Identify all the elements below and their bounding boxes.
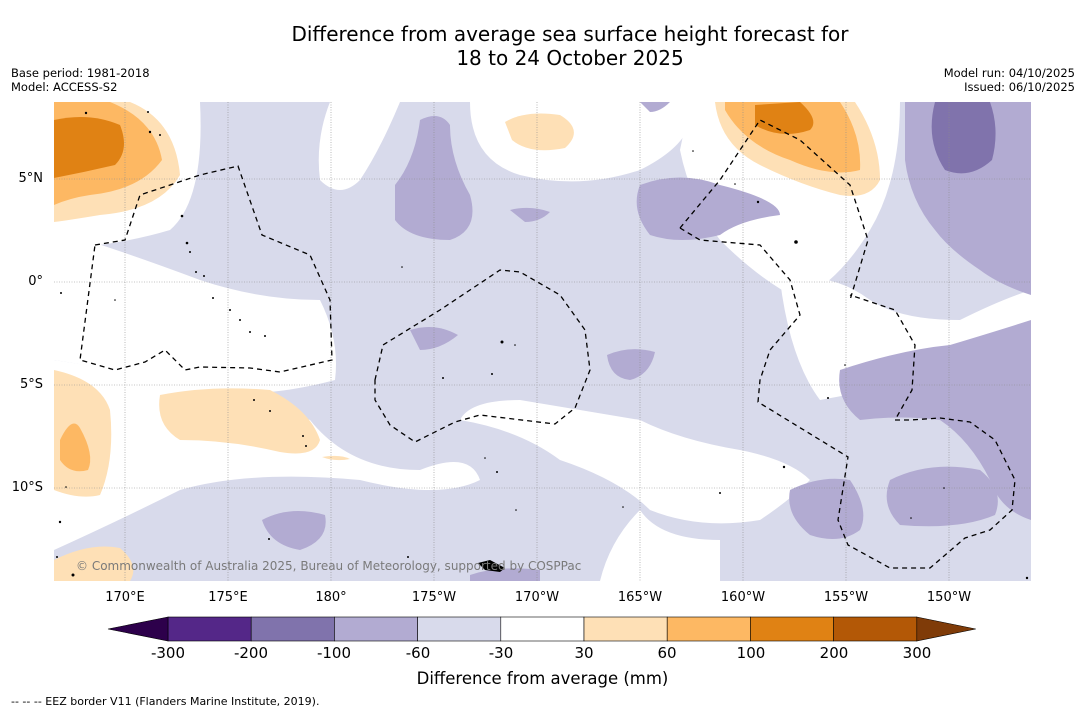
pos-light-patch-sw [54,546,134,581]
colorbar-tick: 300 [902,644,932,662]
islands [56,111,1029,580]
colorbar-tick: 30 [574,644,594,662]
neutral-region-west [54,230,336,394]
colorbar-segment [250,616,335,642]
eez-footnote: -- -- -- EEZ border V11 (Flanders Marine… [11,695,320,708]
neg-mid-patch-top [640,102,670,112]
eez-borders [79,119,1016,569]
lon-label-160w: 160°W [720,590,766,605]
base-period: Base period: 1981-2018 [11,66,150,80]
pos-light-patch-north [505,113,574,151]
neg-mid-patch-central [636,177,780,240]
lon-label-175e: 175°E [208,590,248,605]
colorbar-segment [500,616,585,642]
neg-mid-patch-south [470,568,540,581]
colorbar-tick: 60 [657,644,677,662]
map-field [54,102,1031,581]
lon-label-165w: 165°W [617,590,663,605]
neg-mid-patch-small [510,207,550,222]
lat-label-5s: 5°S [19,377,43,392]
colorbar-under-arrow [107,616,169,642]
colorbar-segment [833,616,918,642]
map-title: Difference from average sea surface heig… [0,22,1085,70]
pos-light-patch-fiji [159,388,320,454]
neg-mid-patch-se2 [789,478,864,539]
neg-mid-patch-se [886,466,998,527]
pos-dark-patch-ne [755,102,814,134]
colorbar-segment [417,616,502,642]
lon-label-150w: 150°W [926,590,972,605]
neg-dark-patch-ne [931,102,996,174]
model-run: Model run: 04/10/2025 [943,66,1075,80]
colorbar-tick: -30 [488,644,514,662]
lon-label-155w: 155°W [823,590,869,605]
meta-left: Base period: 1981-2018 Model: ACCESS-S2 [11,66,150,94]
meta-right: Model run: 04/10/2025 Issued: 06/10/2025 [944,66,1075,94]
lat-label-0: 0° [28,274,43,289]
lon-label-170e: 170°E [105,590,145,605]
colorbar-tick: -200 [233,644,269,662]
issued-date: Issued: 06/10/2025 [964,80,1075,94]
colorbar-over-arrow [916,616,976,642]
title-line-2: 18 to 24 October 2025 [456,46,684,70]
title-line-1: Difference from average sea surface heig… [291,22,849,46]
copyright-notice: © Commonwealth of Australia 2025, Bureau… [76,559,582,573]
lat-label-5n: 5°N [18,171,44,186]
graticule [54,102,1031,581]
lat-label-10s: 10°S [11,480,43,495]
colorbar-segment [666,616,751,642]
lon-label-170w: 170°W [514,590,560,605]
colorbar-tick: -100 [316,644,352,662]
pos-light-patch-small [322,455,350,461]
neg-mid-patch-small2 [410,326,458,350]
neg-mid-patch-small3 [607,349,655,380]
neg-mid-patch-east [839,320,1031,520]
pos-mid-patch-west [60,423,91,472]
colorbar-segment [583,616,668,642]
colorbar-segment [167,616,252,642]
pos-dark-patch-nw [54,116,124,178]
colorbar-title: Difference from average (mm) [416,669,669,688]
neg-mid-patch-sw [262,511,326,550]
neutral-region-nw2 [318,102,400,190]
colorbar-tick: -60 [405,644,431,662]
colorbar-segment [334,616,418,642]
colorbar [107,616,976,642]
colorbar-tick: 100 [736,644,766,662]
model-name: Model: ACCESS-S2 [11,80,118,94]
colorbar-segment [750,616,834,642]
lon-label-180: 180° [315,590,347,605]
neutral-region-south2 [600,510,720,581]
lon-label-175w: 175°W [411,590,457,605]
colorbar-tick: 200 [819,644,849,662]
colorbar-tick: -300 [150,644,186,662]
neutral-region-south [460,400,810,524]
